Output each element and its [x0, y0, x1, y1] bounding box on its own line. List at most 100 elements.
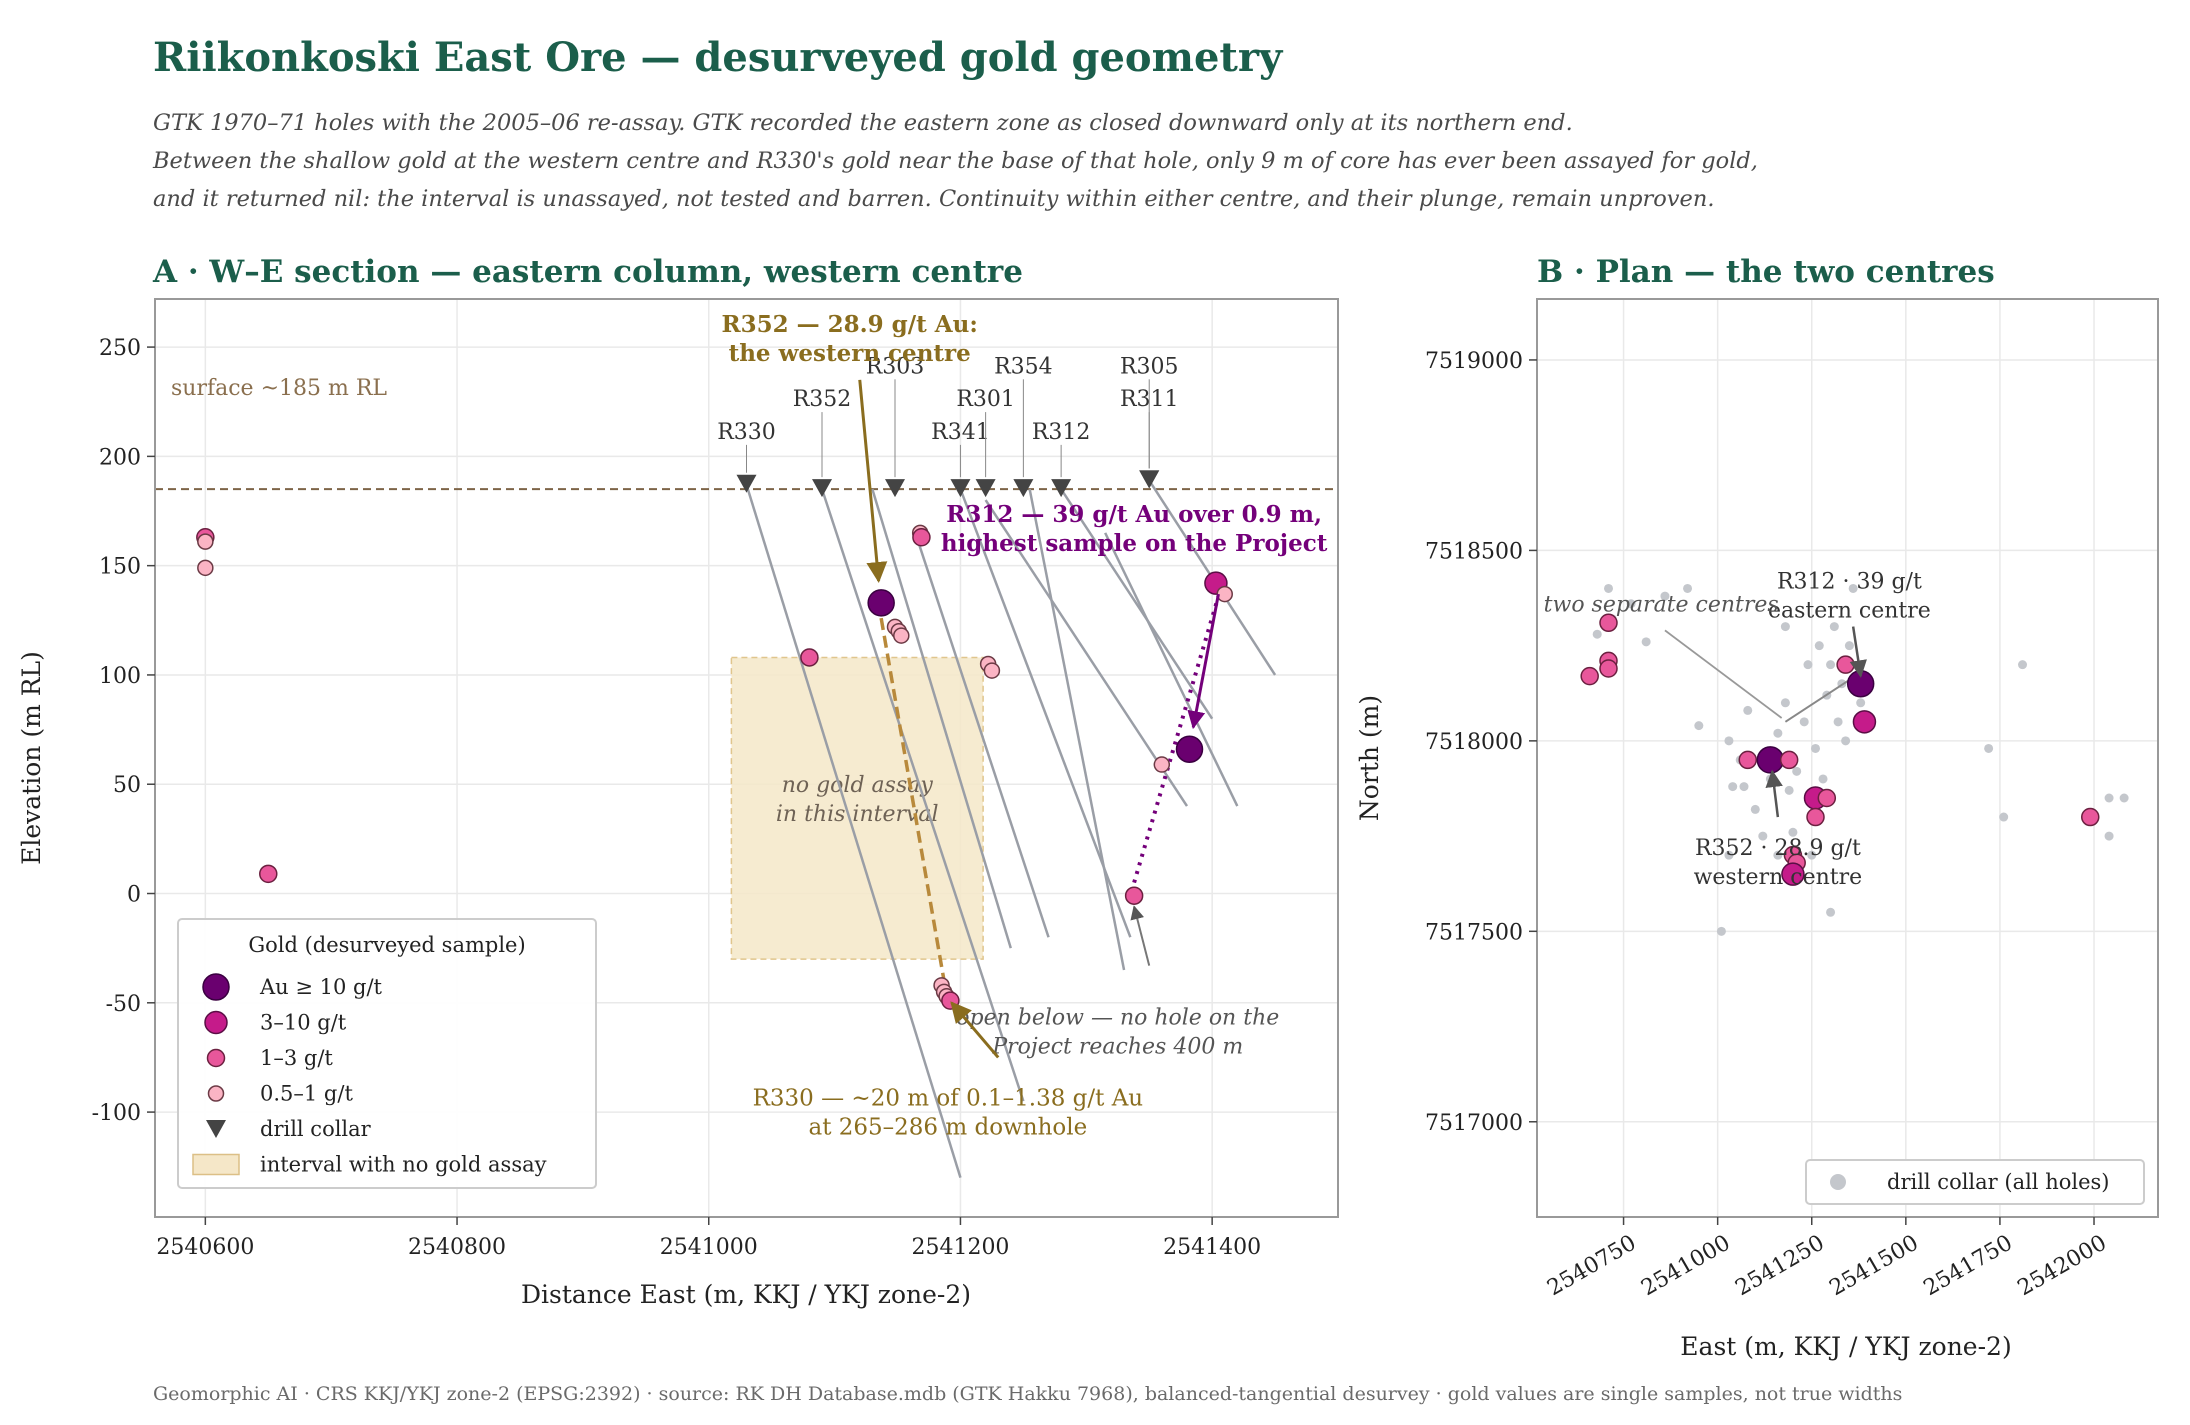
plan-drill-collar	[1841, 736, 1851, 746]
r330-annotation: R330 — ~20 m of 0.1–1.38 g/t Au	[753, 1086, 1144, 1112]
y-tick-label: 200	[99, 445, 141, 470]
plan-drill-collar	[1716, 926, 1726, 936]
drill-collar-marker	[1013, 479, 1034, 498]
drill-trace	[1060, 488, 1214, 720]
open-below-arrow	[1130, 905, 1151, 966]
legend-label: 3–10 g/t	[260, 1011, 347, 1035]
open-below-annotation: Project reaches 400 m	[991, 1035, 1243, 1060]
subtitle-line-2: Between the shallow gold at the western …	[153, 148, 1758, 174]
y-tick-label: 7519000	[1425, 349, 1523, 374]
panel-b-plan-chart: R312 · 39 g/t eastern centre R352 · 28.9 g…	[1425, 298, 2159, 1302]
y-tick-label: 0	[127, 883, 141, 908]
drill-collar-marker	[1139, 470, 1160, 489]
panel-b-x-label: East (m, KKJ / YKJ zone-2)	[1680, 1332, 2011, 1361]
hole-label-r354: R354	[994, 354, 1053, 379]
legend-swatch	[192, 1153, 240, 1176]
plan-drill-collar	[1724, 850, 1734, 860]
no-assay-label: no gold assay	[782, 773, 934, 798]
gold-sample-1-3-g-t	[912, 527, 931, 547]
plan-drill-collar	[1833, 717, 1843, 727]
plan-drill-collar	[1758, 831, 1768, 841]
drill-collar-marker	[736, 474, 757, 493]
drill-trace	[745, 484, 962, 1179]
hole-label-r312: R312	[1032, 420, 1091, 445]
drill-collar-marker	[885, 479, 906, 498]
panel-a-section-chart: no gold assay in this interval surface ~1…	[92, 298, 1339, 1260]
legend-label: drill collar	[260, 1117, 372, 1141]
x-tick-label: 2541500	[1825, 1231, 1922, 1302]
hole-label-r303: R303	[866, 354, 925, 379]
centre-link-line	[1784, 679, 1850, 723]
drill-trace	[917, 543, 1050, 938]
plan-drill-collar	[1739, 782, 1749, 792]
subtitle-line-1: GTK 1970–71 holes with the 2005–06 re-as…	[153, 110, 1573, 136]
plan-drill-collar	[1999, 812, 2009, 822]
plan-gold-sample-1-3-g-t	[1599, 613, 1618, 633]
hole-label-r352: R352	[793, 387, 852, 412]
plan-drill-collar	[1750, 804, 1760, 814]
r352-plan-annotation: R352 · 28.9 g/t	[1695, 836, 1861, 861]
plan-drill-collar	[1829, 622, 1839, 632]
drill-trace	[984, 499, 1189, 807]
y-tick-label: 50	[113, 773, 141, 798]
r312-plan-annotation: eastern centre	[1768, 598, 1931, 623]
plan-drill-collar	[1799, 717, 1809, 727]
drill-collar-marker	[975, 479, 996, 498]
r330-annotation: at 265–286 m downhole	[809, 1115, 1088, 1141]
plan-drill-collar	[1856, 698, 1866, 708]
legend-swatch	[207, 1085, 225, 1102]
legend-label: 1–3 g/t	[260, 1046, 333, 1070]
plan-drill-collar	[1604, 583, 1614, 593]
legend-label: Au ≥ 10 g/t	[259, 975, 383, 999]
plan-gold-sample-1-3-g-t	[1599, 659, 1618, 678]
gold-sample-au-10-g-t	[1175, 735, 1204, 764]
r312-arrow	[1187, 593, 1220, 730]
legend-label: drill collar (all holes)	[1887, 1170, 2109, 1194]
legend-label: 0.5–1 g/t	[260, 1082, 353, 1106]
x-tick-label: 2541750	[1920, 1231, 2017, 1302]
no-assay-label: in this interval	[776, 802, 939, 827]
y-tick-label: 7518500	[1425, 539, 1523, 564]
x-tick-label: 2540750	[1543, 1231, 1640, 1302]
hole-label-r330: R330	[717, 420, 776, 445]
gold-sample-1-3-g-t	[1124, 886, 1144, 905]
legend-swatch	[206, 1120, 226, 1138]
plan-drill-collar	[1788, 827, 1798, 837]
x-tick-label: 2541250	[1731, 1231, 1828, 1302]
plan-drill-collar	[1780, 698, 1790, 708]
r312-annotation: R312 — 39 g/t Au over 0.9 m,	[946, 501, 1322, 528]
legend-box	[177, 918, 597, 1189]
r352-plan-annotation: western centre	[1694, 865, 1863, 890]
y-tick-label: 7518000	[1425, 730, 1523, 755]
drill-trace	[820, 488, 1025, 1102]
legend-label: interval with no gold assay	[260, 1153, 547, 1177]
panel-b-legend: drill collar (all holes)	[1805, 1159, 2145, 1205]
plan-drill-collar	[2104, 793, 2114, 803]
r330-arrow	[950, 1001, 1000, 1059]
legend-box	[1805, 1159, 2145, 1205]
western-link-dashed	[879, 617, 946, 982]
x-tick-label: 2541200	[911, 1235, 1009, 1260]
gold-sample-0-5-1-g-t	[1216, 585, 1233, 603]
gold-sample-0-5-1-g-t	[893, 627, 910, 644]
plan-gold-sample-au-10-g-t	[1756, 746, 1785, 774]
drill-collar-marker	[950, 479, 971, 498]
gold-sample-0-5-1-g-t	[1153, 756, 1171, 773]
panel-b-frame	[1536, 298, 2159, 1218]
x-tick-label: 2541000	[660, 1235, 758, 1260]
x-tick-label: 2541400	[1163, 1235, 1261, 1260]
plan-gold-sample-1-3-g-t	[1779, 750, 1799, 770]
panel-a-y-label: Elevation (m RL)	[17, 651, 46, 865]
r312-plan-arrow	[1849, 626, 1867, 678]
y-tick-label: 150	[99, 555, 141, 580]
panel-b-title: B · Plan — the two centres	[1537, 254, 1995, 290]
plan-drill-collar	[1826, 660, 1836, 670]
gold-sample-0-5-1-g-t	[197, 559, 214, 577]
panel-a-x-label: Distance East (m, KKJ / YKJ zone-2)	[521, 1280, 971, 1309]
plan-drill-collar	[1626, 599, 1636, 609]
y-tick-label: 7517500	[1425, 920, 1523, 945]
legend-swatch	[206, 1048, 226, 1068]
plan-gold-sample-1-3-g-t	[1738, 750, 1758, 770]
y-tick-label: 100	[99, 664, 141, 689]
